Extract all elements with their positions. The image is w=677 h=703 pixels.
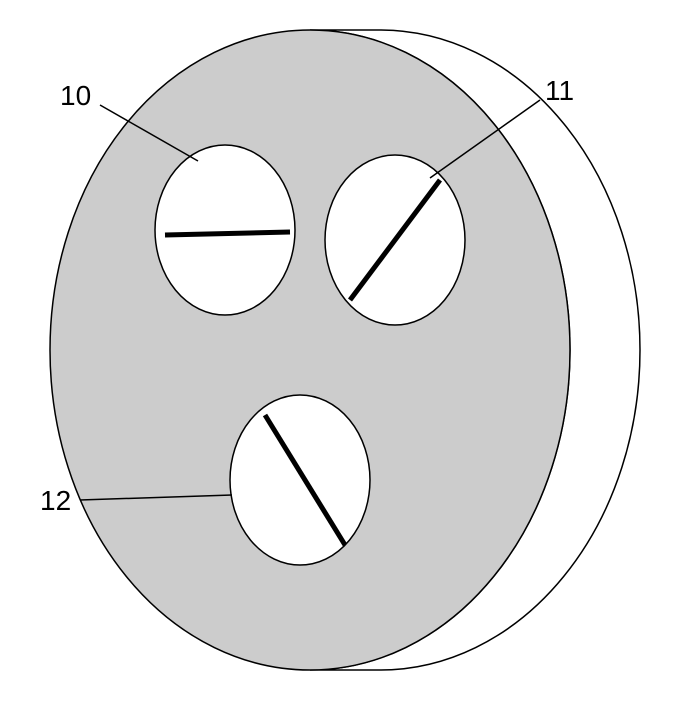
label-10: 10 [60,80,91,111]
hole-12 [230,395,370,565]
diagram-root: 10 11 12 [0,0,677,703]
label-12: 12 [40,485,71,516]
cylinder-front-face [50,30,570,670]
label-11: 11 [545,75,574,106]
hole-10-slot [165,232,290,235]
